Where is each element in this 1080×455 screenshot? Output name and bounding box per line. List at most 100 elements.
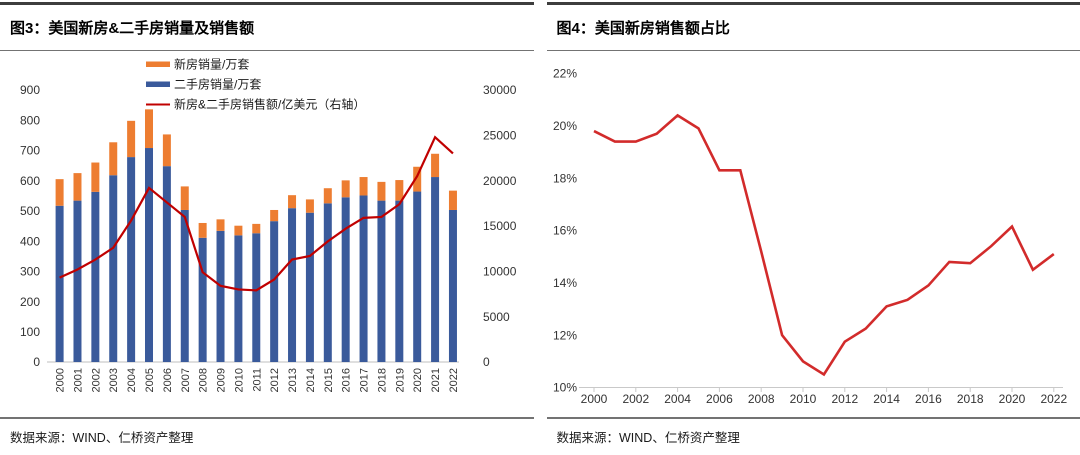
bar-new-2012	[270, 209, 279, 222]
bar-new-2001	[73, 173, 82, 201]
bar-existing-2008	[198, 237, 207, 362]
bar-new-2011	[252, 223, 261, 234]
bar-existing-2018	[377, 200, 386, 362]
x-axis-tick-label: 2013	[287, 368, 299, 392]
x-axis-tick-label: 2014	[305, 368, 317, 392]
left-axis-tick-label: 100	[20, 325, 40, 339]
right-axis-tick-label: 25000	[483, 129, 517, 143]
x-axis-tick-label: 2009	[216, 368, 228, 392]
sales-value-line	[59, 135, 454, 292]
bar-existing-2020	[413, 191, 422, 362]
x-axis-tick-label: 2001	[72, 368, 84, 392]
figure4-chart-canvas: 10%12%14%16%18%20%22%2000 2002 2004 2006 200…	[552, 67, 1067, 406]
x-axis-tick-label: 2016	[341, 368, 353, 392]
right-axis-tick-label: 15000	[483, 219, 517, 233]
x-axis-tick-label: 2018	[956, 392, 983, 406]
right-axis-tick-label: 0	[483, 355, 490, 369]
x-axis-tick-label: 2004	[126, 368, 138, 392]
x-axis-tick-label: 2008	[747, 392, 774, 406]
x-axis-tick-label: 2017	[359, 368, 371, 392]
x-axis-tick-label: 2000	[55, 368, 67, 392]
y-axis-labels: 10% 12% 14% 16% 18% 20% 22%	[552, 67, 576, 395]
bar-new-2004	[127, 120, 136, 158]
legend-label: 新房销量/万套	[174, 57, 249, 72]
left-axis-tick-label: 400	[20, 234, 40, 248]
bar-new-2015	[323, 188, 332, 204]
x-axis-tick-label: 2012	[831, 392, 858, 406]
x-axis-tick-label: 2003	[108, 368, 120, 392]
bar-new-2019	[395, 180, 404, 201]
x-axis-tick-label: 2010	[789, 392, 816, 406]
legend-label: 二手房销量/万套	[174, 77, 261, 92]
bar-new-2007	[180, 186, 189, 210]
top-rule	[546, 2, 1080, 5]
x-axis-tick-label: 2019	[394, 368, 406, 392]
x-axis-tick-label: 2021	[430, 368, 442, 392]
left-axis-tick-label: 300	[20, 265, 40, 279]
figure3-title: 图3：美国新房&二手房销量及销售额	[10, 19, 255, 37]
bar-new-2017	[359, 177, 368, 196]
bar-existing-2019	[395, 200, 404, 362]
bar-new-2022	[448, 190, 457, 210]
bottom-rule	[0, 417, 534, 419]
bottom-rule	[546, 417, 1080, 419]
right-axis-labels: 0 5000 10000 15000 20000 25000 30000	[483, 83, 517, 369]
left-axis-tick-label: 500	[20, 204, 40, 218]
bar-new-2013	[288, 195, 297, 209]
left-axis-tick-label: 800	[20, 113, 40, 127]
x-axis-tick-label: 2018	[376, 368, 388, 392]
x-axis-labels: 2000 2002 2004 2006 2008 2010 2012 2014 2016 2018…	[580, 392, 1067, 406]
x-axis-tick-label: 2005	[144, 368, 156, 392]
y-axis-tick-label: 20%	[552, 119, 576, 133]
bar-new-2018	[377, 181, 386, 201]
bar-existing-2003	[109, 175, 118, 362]
bar-existing-2010	[234, 235, 243, 362]
figure4-title: 图4：美国新房销售额占比	[556, 19, 730, 37]
bar-existing-2002	[91, 191, 100, 362]
bar-existing-2001	[73, 200, 82, 362]
bar-new-2003	[109, 142, 118, 176]
bar-new-2009	[216, 219, 225, 231]
left-axis-tick-label: 0	[33, 355, 40, 369]
title-rule	[0, 49, 534, 51]
legend-label: 新房&二手房销售额/亿美元（右轴）	[174, 97, 365, 112]
bar-existing-2014	[305, 212, 314, 362]
x-axis-tick-label: 2002	[622, 392, 649, 406]
x-axis-tick-label: 2002	[90, 368, 102, 392]
y-axis-tick-label: 12%	[552, 328, 576, 342]
left-axis-labels: 0 100 200 300 400 500 600 700 800 900	[20, 83, 40, 369]
panel-figure4: 图4：美国新房销售额占比 10% 12% 14% 16% 18% 20% 22% 2000 20…	[546, 0, 1080, 455]
bar-new-2008	[198, 222, 207, 238]
bar-existing-2011	[252, 233, 261, 362]
legend-swatch-bar	[146, 81, 170, 87]
x-axis-tick-label: 2014	[873, 392, 900, 406]
panel-figure3: 图3：美国新房&二手房销量及销售额 0 100 200 300 400 500 600 700…	[0, 0, 534, 455]
x-axis-tick-label: 2020	[998, 392, 1025, 406]
figure3-source: 数据来源：WIND、仁桥资产整理	[10, 430, 194, 445]
bar-new-2005	[145, 109, 153, 149]
y-axis-tick-label: 10%	[552, 381, 576, 395]
bar-new-2020	[413, 166, 422, 192]
x-axis-tick-label: 2022	[448, 368, 460, 392]
bar-existing-2000	[55, 205, 64, 362]
bar-existing-2016	[341, 197, 350, 362]
bar-new-2016	[341, 180, 350, 198]
left-axis-tick-label: 700	[20, 144, 40, 158]
x-axis-labels: 2000 2001 2002 2003 2004 2005 2006 2007 2008 2009…	[55, 368, 460, 392]
bar-existing-2009	[216, 230, 225, 362]
bar-existing-2013	[288, 208, 297, 362]
right-axis-tick-label: 30000	[483, 83, 517, 97]
x-axis-tick-label: 2020	[412, 368, 424, 392]
x-axis-tick-label: 2008	[198, 368, 210, 392]
bar-existing-2012	[270, 221, 279, 362]
bar-new-2002	[91, 162, 100, 192]
left-axis-tick-label: 600	[20, 174, 40, 188]
x-axis-tick-label: 2012	[269, 368, 281, 392]
x-axis-tick-label: 2007	[180, 368, 192, 392]
x-axis-ticks	[593, 387, 1054, 392]
left-axis-tick-label: 900	[20, 83, 40, 97]
x-axis-tick-label: 2011	[251, 368, 263, 392]
bar-new-2000	[55, 179, 64, 206]
